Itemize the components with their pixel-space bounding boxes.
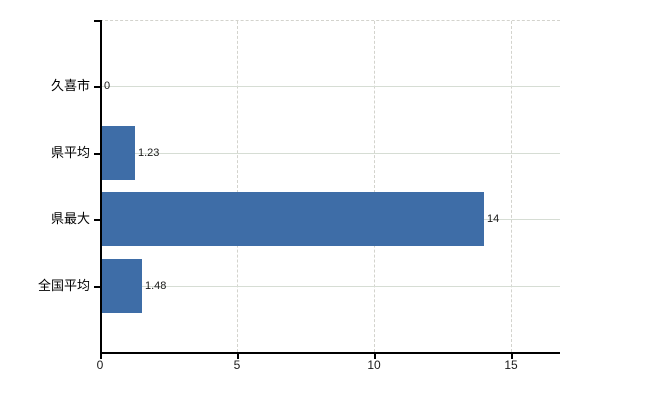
y-axis-tick <box>94 153 100 155</box>
x-axis-tick <box>100 354 102 359</box>
bar-value-label: 1.23 <box>138 147 160 159</box>
bar <box>101 126 135 180</box>
x-axis-tick-label: 5 <box>233 358 241 372</box>
bar-value-label: 1.48 <box>145 280 167 292</box>
y-axis-category-label: 県平均 <box>50 145 90 160</box>
y-axis-top-tick <box>94 20 100 22</box>
bar <box>101 192 484 246</box>
gridline-horizontal <box>100 86 560 87</box>
y-axis-line <box>100 20 102 352</box>
x-axis-line <box>100 352 560 354</box>
gridline-horizontal <box>100 153 560 154</box>
y-axis-category-label: 全国平均 <box>37 278 90 293</box>
bar-value-label: 0 <box>104 80 111 92</box>
y-axis-tick <box>94 286 100 288</box>
x-axis-tick <box>511 354 513 359</box>
gridline-horizontal <box>100 286 560 287</box>
y-axis-category-label: 県最大 <box>50 211 90 226</box>
x-axis-tick <box>237 354 239 359</box>
y-axis-tick <box>94 86 100 88</box>
x-axis-tick-label: 10 <box>367 358 381 372</box>
plot-area-top-border <box>100 20 560 21</box>
gridline-vertical <box>511 21 512 352</box>
x-axis-tick-label: 15 <box>504 358 518 372</box>
gridline-vertical <box>374 21 375 352</box>
bar <box>101 259 142 313</box>
gridline-vertical <box>237 21 238 352</box>
x-axis-tick <box>374 354 376 359</box>
bar-value-label: 14 <box>487 213 500 225</box>
x-axis-tick-label: 0 <box>96 358 104 372</box>
y-axis-category-label: 久喜市 <box>50 78 90 93</box>
y-axis-tick <box>94 219 100 221</box>
